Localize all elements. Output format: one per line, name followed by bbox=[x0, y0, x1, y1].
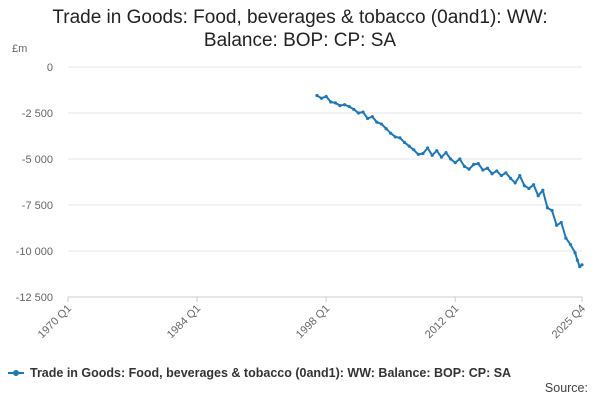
data-point[interactable] bbox=[522, 184, 526, 188]
data-point[interactable] bbox=[319, 96, 324, 100]
data-point[interactable] bbox=[329, 100, 333, 104]
data-point[interactable] bbox=[375, 120, 379, 124]
y-tick-label: 0 bbox=[47, 62, 53, 74]
data-point[interactable] bbox=[458, 157, 462, 161]
x-tick-label: 1970 Q1 bbox=[36, 303, 74, 341]
data-point[interactable] bbox=[430, 153, 434, 157]
data-point[interactable] bbox=[379, 122, 384, 126]
data-point[interactable] bbox=[555, 223, 559, 227]
data-point[interactable] bbox=[356, 111, 361, 115]
series-group bbox=[315, 93, 584, 269]
data-point[interactable] bbox=[531, 183, 536, 187]
data-point[interactable] bbox=[481, 168, 485, 172]
legend-marker bbox=[8, 370, 24, 376]
data-point[interactable] bbox=[518, 173, 522, 178]
data-point[interactable] bbox=[580, 263, 584, 267]
x-axis: 1970 Q1 1984 Q1 1998 Q1 2012 Q1 2025 Q4 bbox=[36, 296, 588, 341]
x-tick-label: 1984 Q1 bbox=[165, 303, 203, 341]
y-tick-label: -10 000 bbox=[16, 246, 53, 258]
data-point[interactable] bbox=[573, 251, 577, 255]
data-point[interactable] bbox=[421, 151, 425, 156]
data-point[interactable] bbox=[499, 173, 503, 178]
data-point[interactable] bbox=[389, 131, 393, 135]
data-point[interactable] bbox=[393, 135, 397, 139]
x-tick-label: 1998 Q1 bbox=[294, 303, 332, 341]
data-point[interactable] bbox=[370, 115, 374, 119]
data-point[interactable] bbox=[347, 104, 351, 109]
x-tick-label: 2025 Q4 bbox=[550, 303, 588, 341]
legend-label: Trade in Goods: Food, beverages & tobacc… bbox=[30, 366, 512, 380]
data-point[interactable] bbox=[541, 188, 545, 192]
data-point[interactable] bbox=[435, 149, 439, 153]
data-point[interactable] bbox=[495, 169, 499, 173]
data-point[interactable] bbox=[467, 167, 471, 171]
chart-title: Trade in Goods: Food, beverages & tobacc… bbox=[0, 6, 600, 52]
y-axis-unit-label: £m bbox=[12, 43, 27, 55]
data-point[interactable] bbox=[366, 116, 370, 121]
data-point[interactable] bbox=[476, 162, 480, 166]
gridlines bbox=[68, 66, 582, 298]
y-tick-label: -5 000 bbox=[22, 154, 53, 166]
data-point[interactable] bbox=[550, 208, 554, 213]
data-point[interactable] bbox=[361, 110, 365, 114]
legend[interactable]: Trade in Goods: Food, beverages & tobacc… bbox=[8, 364, 511, 382]
x-tick-label: 2012 Q1 bbox=[423, 303, 461, 341]
data-point[interactable] bbox=[513, 181, 517, 185]
data-point[interactable] bbox=[444, 150, 448, 155]
data-point[interactable] bbox=[324, 94, 328, 99]
data-point[interactable] bbox=[559, 220, 563, 225]
data-point[interactable] bbox=[490, 172, 494, 176]
data-point[interactable] bbox=[472, 162, 476, 167]
data-point[interactable] bbox=[402, 140, 407, 145]
y-tick-label: -12 500 bbox=[16, 292, 53, 304]
y-tick-label: -2 500 bbox=[22, 108, 53, 120]
data-point[interactable] bbox=[338, 104, 342, 108]
data-point[interactable] bbox=[462, 164, 467, 168]
data-point[interactable] bbox=[398, 136, 402, 140]
data-point[interactable] bbox=[578, 265, 582, 269]
data-point[interactable] bbox=[412, 148, 416, 152]
data-point[interactable] bbox=[416, 152, 420, 156]
data-point[interactable] bbox=[545, 206, 550, 210]
data-point[interactable] bbox=[352, 107, 356, 111]
chart-title-line-1: Trade in Goods: Food, beverages & tobacc… bbox=[52, 7, 548, 28]
data-point[interactable] bbox=[564, 236, 568, 240]
data-point[interactable] bbox=[568, 242, 573, 247]
data-point[interactable] bbox=[342, 103, 347, 107]
data-point[interactable] bbox=[407, 144, 411, 148]
data-point[interactable] bbox=[315, 93, 319, 98]
data-point[interactable] bbox=[536, 194, 540, 198]
data-point[interactable] bbox=[439, 155, 443, 159]
y-axis: 0 -2 500 -5 000 -7 500 -10 000 -12 500 bbox=[16, 62, 53, 304]
data-point[interactable] bbox=[384, 127, 388, 131]
data-point[interactable] bbox=[527, 186, 531, 191]
data-point[interactable] bbox=[449, 157, 453, 161]
series-line bbox=[316, 94, 583, 268]
data-point[interactable] bbox=[425, 146, 430, 150]
data-point[interactable] bbox=[504, 171, 508, 175]
data-point[interactable] bbox=[453, 161, 457, 165]
data-point[interactable] bbox=[485, 166, 490, 170]
data-point[interactable] bbox=[333, 101, 337, 105]
data-point[interactable] bbox=[575, 258, 579, 262]
source-label: Source: bbox=[544, 381, 588, 395]
data-point[interactable] bbox=[508, 176, 513, 180]
y-tick-label: -7 500 bbox=[22, 200, 53, 212]
chart-title-line-2: Balance: BOP: CP: SA bbox=[203, 30, 397, 51]
